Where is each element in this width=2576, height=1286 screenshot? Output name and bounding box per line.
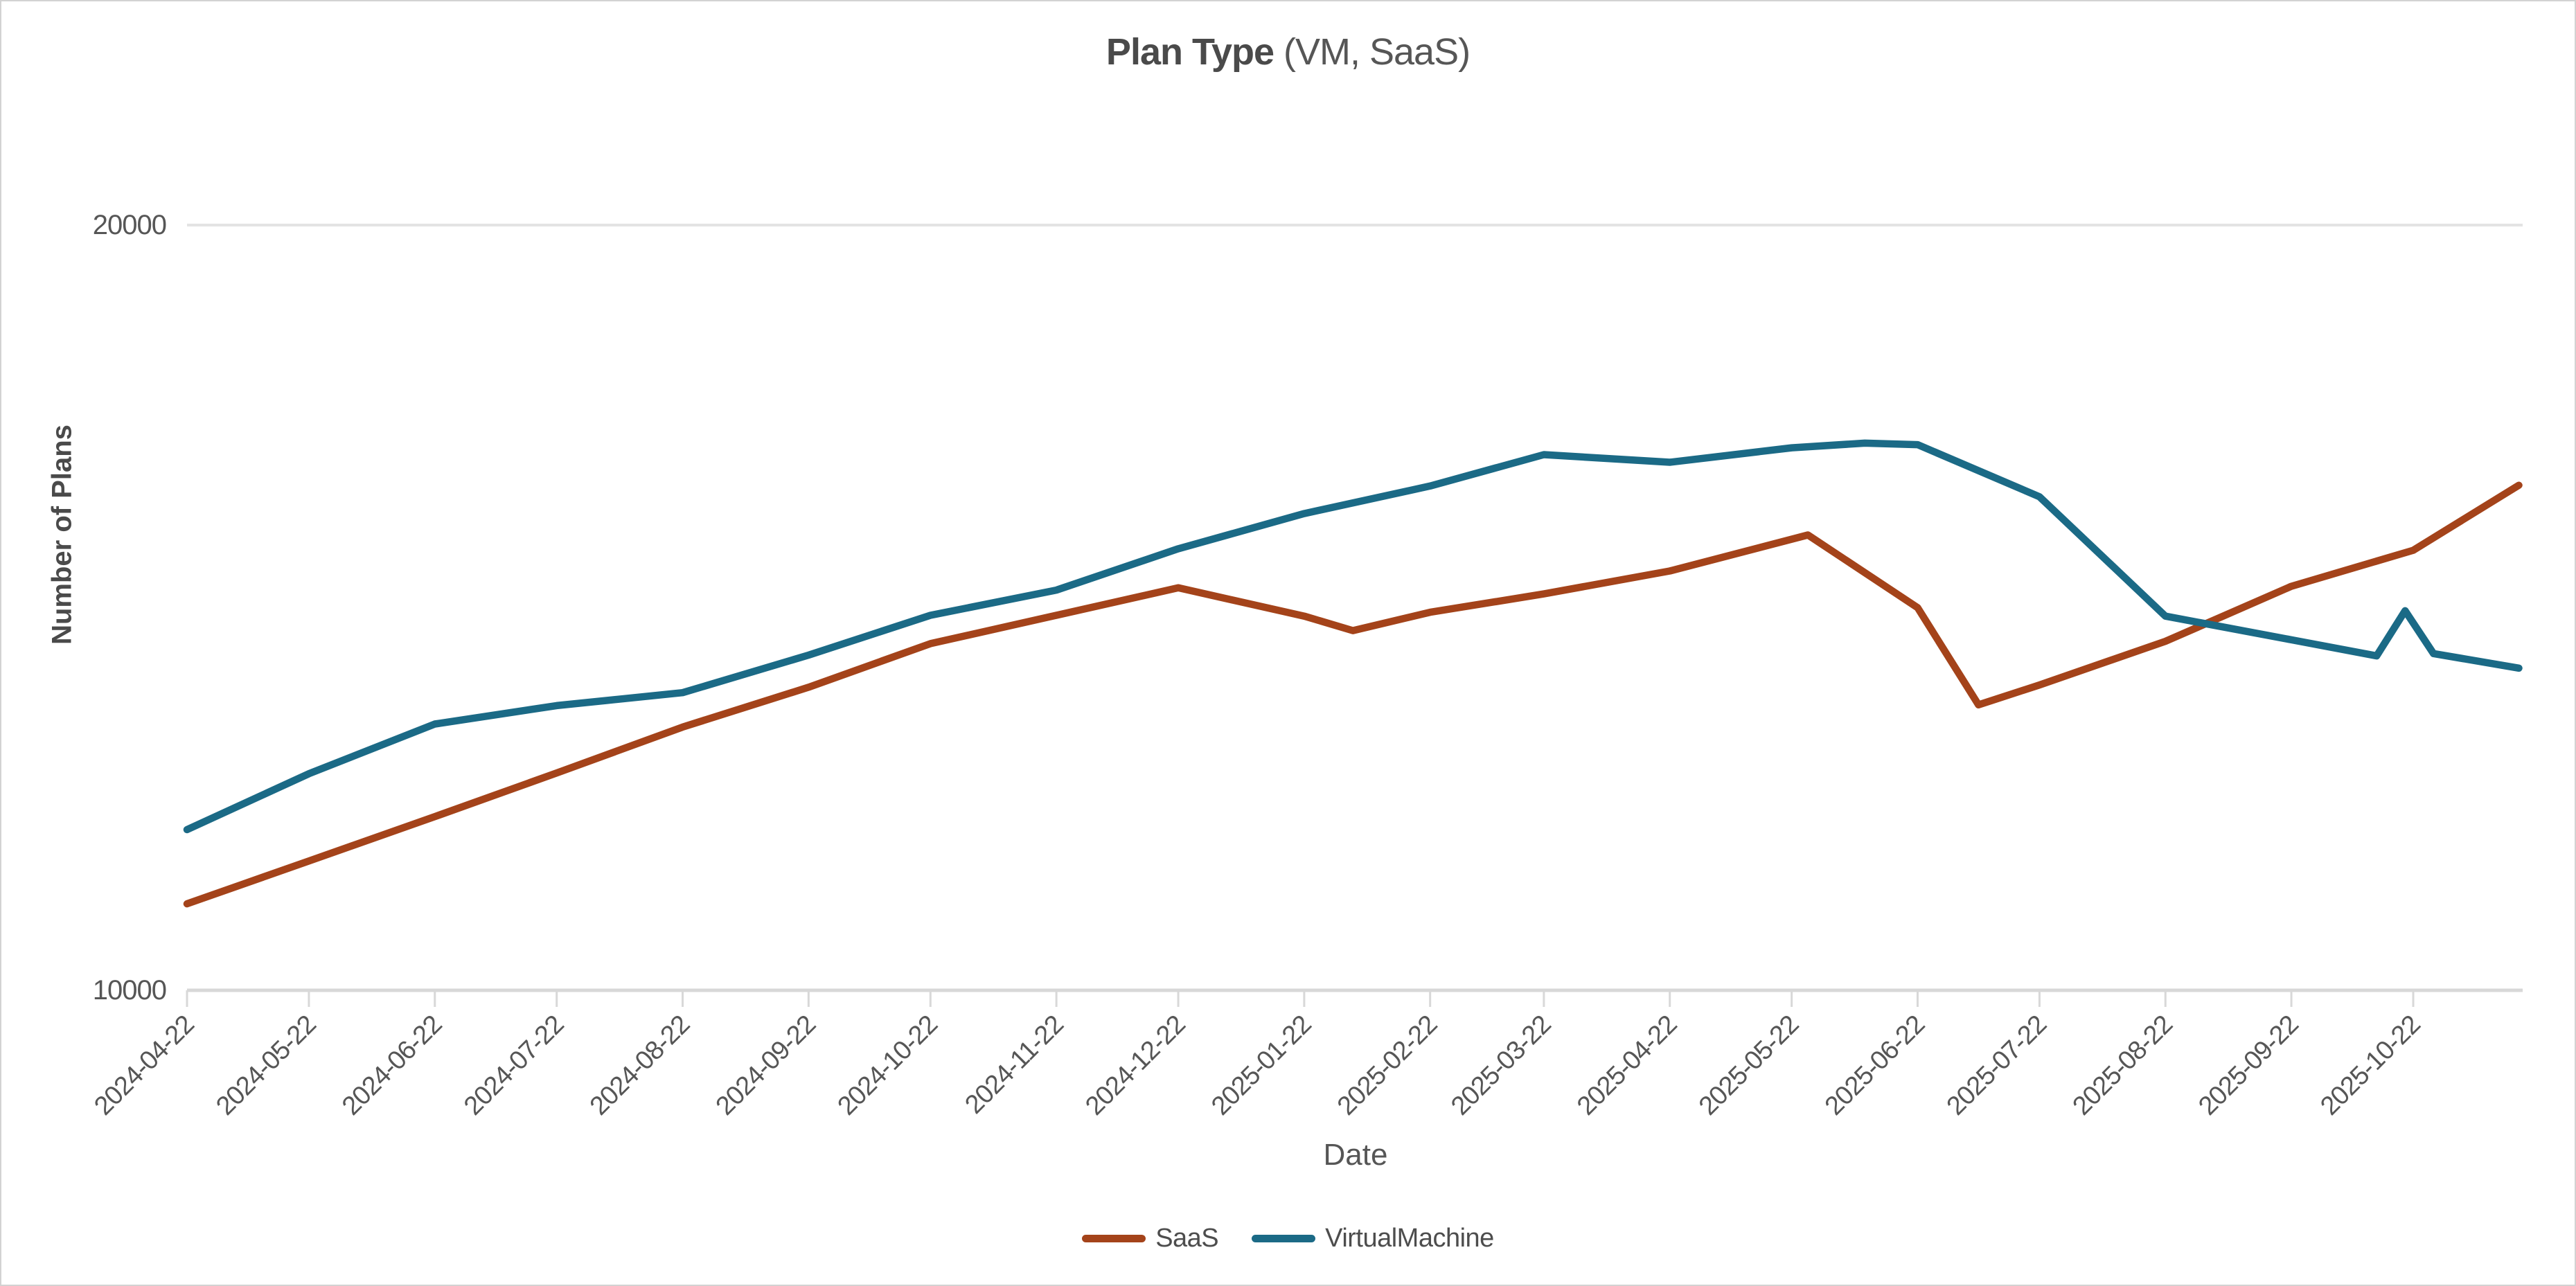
chart-title-main: Plan Type [1105, 31, 1274, 73]
legend-swatch-saas [1082, 1235, 1146, 1242]
x-tick-label: 2025-07-22 [1942, 1010, 2052, 1121]
x-tick-label: 2024-09-22 [711, 1010, 821, 1121]
x-tick-label: 2024-10-22 [833, 1010, 943, 1121]
series-line-saas [183, 481, 2523, 908]
x-tick-label: 2025-06-22 [1820, 1010, 1930, 1121]
x-tick-marks [186, 990, 2415, 1007]
x-tick-label: 2024-06-22 [337, 1010, 447, 1121]
x-tick-label: 2025-08-22 [2068, 1010, 2178, 1121]
x-tick-label: 2024-04-22 [89, 1010, 199, 1121]
legend: SaaS VirtualMachine [1, 1224, 2575, 1253]
legend-item-virtualmachine: VirtualMachine [1252, 1224, 1494, 1253]
y-tick-label: 10000 [93, 975, 166, 1006]
legend-swatch-virtualmachine [1252, 1235, 1316, 1242]
x-tick-label: 2024-05-22 [211, 1010, 321, 1121]
x-tick-label: 2025-02-22 [1332, 1010, 1443, 1121]
x-tick-label: 2025-05-22 [1694, 1010, 1804, 1121]
x-tick-label: 2024-12-22 [1080, 1010, 1191, 1121]
x-tick-label: 2025-09-22 [2193, 1010, 2304, 1121]
x-tick-label: 2024-08-22 [585, 1010, 695, 1121]
legend-label: SaaS [1155, 1224, 1219, 1253]
x-axis-title: Date [1323, 1138, 1388, 1172]
x-tick-label: 2025-04-22 [1572, 1010, 1682, 1121]
x-tick-labels: 2024-04-22 2024-05-22 2024-06-22 2024-07-22… [89, 1010, 2426, 1121]
x-tick-label: 2025-10-22 [2315, 1010, 2426, 1121]
y-axis-title: Number of Plans [46, 425, 78, 645]
legend-label: VirtualMachine [1325, 1224, 1494, 1253]
x-tick-label: 2024-11-22 [959, 1010, 1069, 1120]
x-tick-label: 2024-07-22 [459, 1010, 569, 1121]
legend-item-saas: SaaS [1082, 1224, 1219, 1253]
y-tick-label: 20000 [93, 210, 166, 240]
series-line-virtualmachine [183, 439, 2523, 834]
chart-title: Plan Type (VM, SaaS) [1, 30, 2575, 73]
x-tick-label: 2025-03-22 [1446, 1010, 1556, 1121]
x-tick-label: 2025-01-22 [1206, 1010, 1317, 1121]
chart-title-sub: (VM, SaaS) [1274, 31, 1471, 73]
y-tick-labels: 10000 20000 [93, 210, 167, 1006]
